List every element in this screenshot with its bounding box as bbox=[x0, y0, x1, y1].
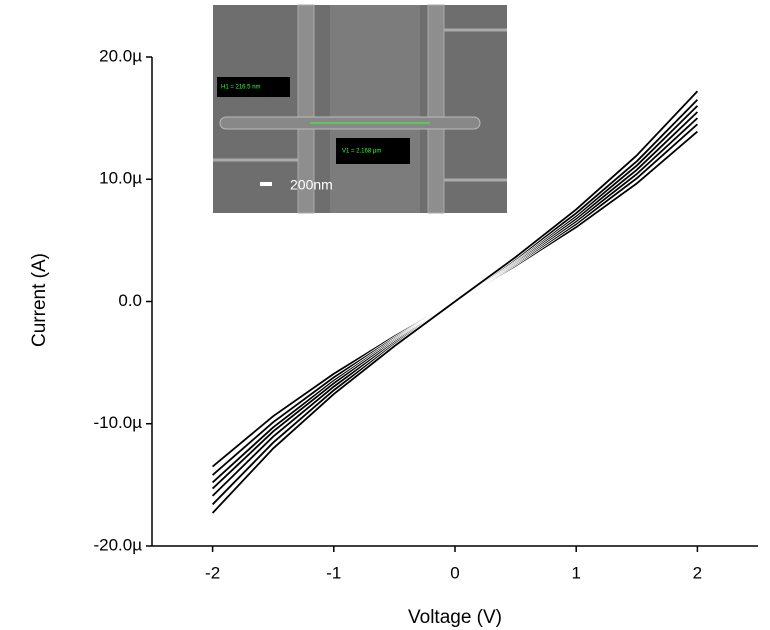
series-line bbox=[211, 90, 699, 514]
inset-electrode bbox=[427, 4, 445, 214]
inset-label-box bbox=[217, 77, 290, 97]
x-axis-label: Voltage (V) bbox=[408, 607, 502, 628]
x-tick-label: -1 bbox=[326, 563, 341, 582]
y-tick-label: -20.0µ bbox=[93, 535, 142, 554]
inset-region bbox=[330, 5, 420, 213]
inset-annotation: V1 = 2.168 µm bbox=[342, 149, 381, 155]
scale-label: 200nm bbox=[290, 177, 333, 193]
x-tick-label: -2 bbox=[205, 563, 220, 582]
scale-bar bbox=[260, 182, 272, 186]
y-tick-label: 20.0µ bbox=[99, 46, 142, 65]
inset-image: H1 = 216.5 nm V1 = 2.168 µm 200nm bbox=[213, 4, 507, 214]
y-tick-label: 0.0 bbox=[118, 291, 142, 310]
plot-area bbox=[211, 90, 699, 515]
y-tick-label: -10.0µ bbox=[93, 413, 142, 432]
y-tick-label: 10.0µ bbox=[99, 169, 142, 188]
inset-annotation: H1 = 216.5 nm bbox=[221, 85, 261, 91]
x-tick-label: 0 bbox=[450, 563, 459, 582]
inset-edges bbox=[213, 28, 507, 182]
y-axis-label: Current (A) bbox=[29, 253, 50, 347]
x-tick-label: 2 bbox=[693, 563, 702, 582]
inset-electrode bbox=[297, 4, 315, 214]
x-tick-label: 1 bbox=[571, 563, 580, 582]
inset-label-box bbox=[336, 138, 410, 164]
